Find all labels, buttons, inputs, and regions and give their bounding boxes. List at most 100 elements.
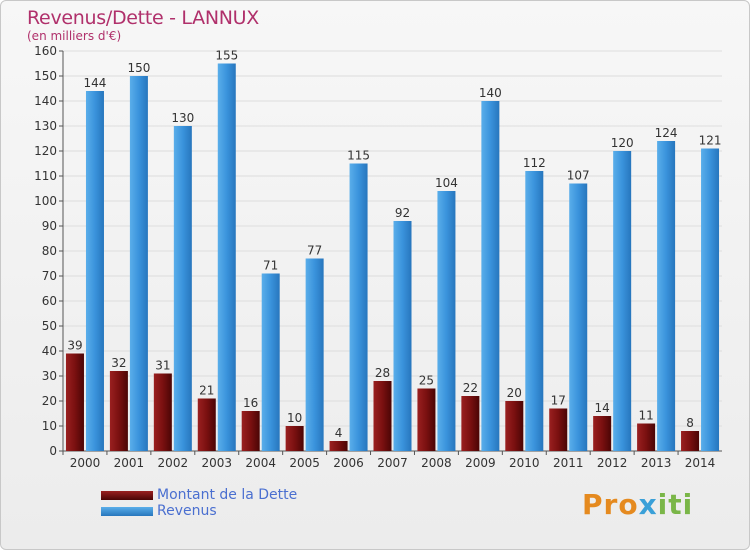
y-tick-label: 30 — [42, 369, 57, 383]
logo-letter: i — [657, 488, 669, 521]
bar-dette — [153, 373, 172, 451]
data-label-dette: 25 — [419, 374, 434, 388]
data-label-revenus: 140 — [479, 86, 502, 100]
data-label-revenus: 77 — [307, 244, 322, 258]
bars — [65, 63, 720, 451]
x-tick-label: 2011 — [553, 456, 584, 470]
y-tick-label: 80 — [42, 244, 57, 258]
bar-dette — [461, 396, 480, 451]
data-label-revenus: 121 — [699, 134, 722, 148]
bar-dette — [65, 353, 84, 451]
logo-letter: o — [618, 488, 639, 521]
data-label-revenus: 115 — [347, 149, 370, 163]
axes: 0 10 20 30 40 50 60 70 80 90 100 110 120 130 140 150 160… — [34, 44, 722, 470]
bar-dette — [329, 441, 348, 451]
x-tick-label: 2001 — [114, 456, 145, 470]
chart-title: Revenus/Dette - LANNUX — [27, 7, 259, 29]
legend-item-revenus: Revenus — [101, 503, 297, 519]
data-label-dette: 16 — [243, 396, 258, 410]
x-tick-label: 2003 — [201, 456, 232, 470]
data-label-dette: 10 — [287, 411, 302, 425]
bar-dette — [197, 398, 216, 451]
data-label-dette: 14 — [595, 401, 610, 415]
data-label-dette: 22 — [463, 381, 478, 395]
bar-dette — [241, 411, 260, 451]
x-tick-label: 2009 — [465, 456, 496, 470]
y-tick-label: 50 — [42, 319, 57, 333]
x-tick-label: 2002 — [158, 456, 189, 470]
data-label-revenus: 112 — [523, 156, 546, 170]
bar-revenus — [393, 221, 412, 451]
data-label-revenus: 124 — [655, 126, 678, 140]
bar-dette — [109, 371, 128, 451]
bar-dette — [417, 388, 436, 451]
logo-letter: i — [682, 488, 694, 521]
data-label-dette: 31 — [155, 359, 170, 373]
y-tick-label: 110 — [34, 169, 57, 183]
data-label-dette: 39 — [67, 339, 82, 353]
bar-revenus — [305, 258, 324, 451]
data-label-dette: 4 — [335, 426, 343, 440]
data-labels: 39 144 32 150 31 130 21 155 16 71 10 77 4 115 28 92 25 10… — [67, 49, 721, 441]
bar-revenus — [657, 141, 676, 451]
data-label-revenus: 150 — [127, 61, 150, 75]
bar-revenus — [569, 183, 588, 451]
bar-dette — [505, 401, 524, 451]
y-tick-label: 150 — [34, 69, 57, 83]
x-tick-label: 2006 — [333, 456, 364, 470]
data-label-dette: 28 — [375, 366, 390, 380]
bar-dette — [593, 416, 612, 451]
data-label-dette: 11 — [638, 409, 653, 423]
bar-revenus — [349, 163, 368, 451]
y-tick-label: 20 — [42, 394, 57, 408]
x-tick-label: 2000 — [70, 456, 101, 470]
y-tick-label: 10 — [42, 419, 57, 433]
x-tick-label: 2010 — [509, 456, 540, 470]
data-label-dette: 20 — [507, 386, 522, 400]
y-tick-label: 40 — [42, 344, 57, 358]
proxiti-logo: Proxiti — [582, 488, 693, 521]
data-label-revenus: 144 — [84, 76, 107, 90]
x-tick-label: 2012 — [597, 456, 628, 470]
bar-revenus — [129, 76, 148, 451]
data-label-revenus: 107 — [567, 169, 590, 183]
legend-swatch-dette — [101, 490, 153, 500]
data-label-dette: 21 — [199, 384, 214, 398]
x-tick-label: 2005 — [289, 456, 320, 470]
y-tick-label: 140 — [34, 94, 57, 108]
bar-revenus — [525, 171, 544, 451]
data-label-revenus: 104 — [435, 176, 458, 190]
y-tick-label: 100 — [34, 194, 57, 208]
legend-label-revenus: Revenus — [157, 503, 217, 519]
x-tick-label: 2007 — [377, 456, 408, 470]
bar-revenus — [217, 63, 236, 451]
data-label-revenus: 155 — [215, 49, 238, 63]
bar-revenus — [261, 273, 280, 451]
x-tick-label: 2008 — [421, 456, 452, 470]
y-tick-label: 70 — [42, 269, 57, 283]
bar-dette — [637, 423, 656, 451]
y-tick-label: 0 — [49, 444, 57, 458]
logo-letter: x — [638, 488, 658, 521]
bar-revenus — [481, 101, 500, 451]
y-tick-label: 60 — [42, 294, 57, 308]
legend-label-dette: Montant de la Dette — [157, 487, 298, 503]
bar-dette — [549, 408, 568, 451]
bar-revenus — [85, 91, 104, 451]
bar-dette — [373, 381, 392, 451]
bar-revenus — [613, 151, 632, 451]
bar-dette — [681, 431, 700, 451]
y-tick-label: 160 — [34, 44, 57, 58]
bar-revenus — [701, 148, 720, 451]
data-label-revenus: 92 — [395, 206, 410, 220]
y-tick-label: 120 — [34, 144, 57, 158]
data-label-revenus: 71 — [263, 259, 278, 273]
logo-letter: P — [582, 488, 604, 521]
x-tick-label: 2004 — [245, 456, 276, 470]
legend-item-dette: Montant de la Dette — [101, 487, 297, 503]
data-label-dette: 8 — [686, 416, 694, 430]
x-tick-label: 2013 — [641, 456, 672, 470]
x-tick-label: 2014 — [685, 456, 716, 470]
